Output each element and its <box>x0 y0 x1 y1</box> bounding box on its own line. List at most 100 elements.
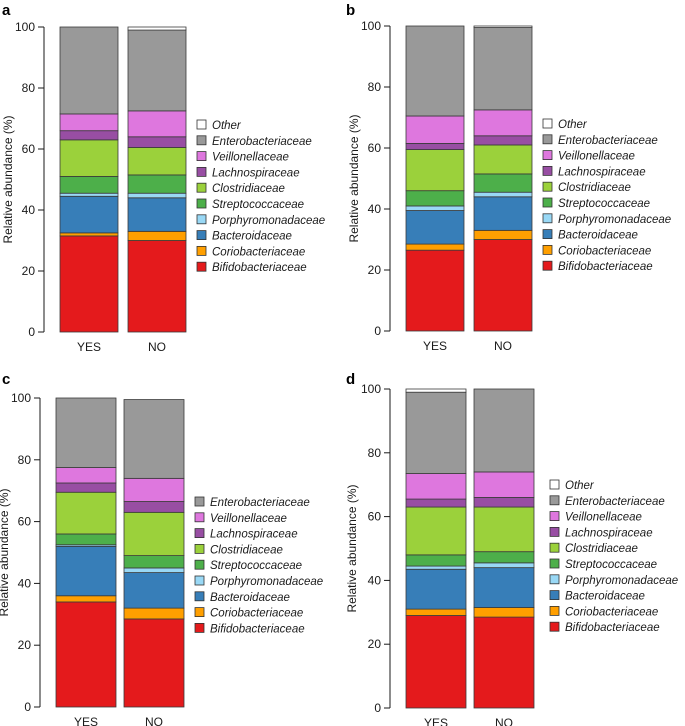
legend-label-coriobacteriaceae: Coriobacteriaceae <box>565 606 658 618</box>
legend-label-clostridiaceae: Clostridiaceae <box>565 543 638 555</box>
y-axis-label: Relative abundance (%) <box>1 115 15 243</box>
bar-segment-bacteroidaceae <box>405 210 465 245</box>
legend-label-other: Other <box>212 120 242 132</box>
legend-swatch-clostridiaceae <box>549 542 560 553</box>
legend-label-bacteroidaceae: Bacteroidaceae <box>558 230 638 242</box>
bar-segment-bacteroidaceae <box>59 195 119 234</box>
bar-segment-other <box>473 25 533 28</box>
panel-d: d 0 20 40 60 80 100 Relative abundance (%) YES NO… <box>345 371 678 726</box>
bar-segment-porphyromonadaceae <box>127 192 187 199</box>
bar-no <box>473 388 535 709</box>
legend-label-lachnospiraceae: Lachnospiraceae <box>212 167 300 179</box>
legend: Other Enterobacteriaceae Veillonellaceae La… <box>196 119 325 274</box>
bar-segment-lachnospiraceae <box>55 482 117 493</box>
bar-segment-bifidobacteriaceae <box>473 616 535 709</box>
bar-yes <box>405 25 465 332</box>
bar-segment-bifidobacteriaceae <box>473 239 533 332</box>
x-category-label: NO <box>145 715 163 726</box>
bar-segment-porphyromonadaceae <box>123 567 185 573</box>
legend-label-other: Other <box>565 480 595 492</box>
y-tick-label: 0 <box>374 324 381 338</box>
bar-segment-bifidobacteriaceae <box>405 249 465 332</box>
bar-segment-enterobacteriaceae <box>473 27 533 111</box>
legend-swatch-bacteroidaceae <box>196 230 207 241</box>
legend-label-coriobacteriaceae: Coriobacteriaceae <box>210 608 303 620</box>
bar-no <box>123 399 185 708</box>
x-category-label: NO <box>148 340 166 354</box>
bar-segment-coriobacteriaceae <box>405 243 465 251</box>
y-tick-label: 60 <box>22 142 36 156</box>
legend-swatch-bifidobacteriaceae <box>542 260 553 271</box>
y-tick-label: 40 <box>368 573 382 587</box>
legend-swatch-coriobacteriaceae <box>549 606 560 616</box>
y-tick-label: 0 <box>28 325 35 339</box>
legend-label-veillonellaceae: Veillonellaceae <box>212 152 289 164</box>
legend-label-streptococcaceae: Streptococcaceae <box>212 199 304 211</box>
legend-swatch-coriobacteriaceae <box>542 244 553 255</box>
y-tick-label: 100 <box>15 20 35 34</box>
legend-swatch-veillonellaceae <box>549 511 560 522</box>
legend-label-enterobacteriaceae: Enterobacteriaceae <box>212 136 312 148</box>
legend-swatch-veillonellaceae <box>196 151 207 162</box>
legend-swatch-other <box>542 118 553 129</box>
legend-label-enterobacteriaceae: Enterobacteriaceae <box>210 497 310 509</box>
legend-swatch-clostridiaceae <box>196 182 207 193</box>
legend-label-bifidobacteriaceae: Bifidobacteriaceae <box>565 622 660 634</box>
y-tick-label: 80 <box>368 446 382 460</box>
bar-segment-bifidobacteriaceae <box>127 240 187 333</box>
bar-segment-lachnospiraceae <box>59 130 119 141</box>
legend-label-bacteroidaceae: Bacteroidaceae <box>212 231 292 243</box>
bar-segment-veillonellaceae <box>473 471 535 498</box>
bar-segment-lachnospiraceae <box>473 135 533 146</box>
legend-swatch-porphyromonadaceae <box>549 574 560 585</box>
y-tick-label: 100 <box>11 391 31 405</box>
x-category-label: YES <box>424 716 448 726</box>
legend-label-enterobacteriaceae: Enterobacteriaceae <box>565 496 665 508</box>
legend-swatch-clostridiaceae <box>194 544 205 554</box>
x-category-label: YES <box>423 339 447 353</box>
legend-swatch-streptococcaceae <box>196 198 207 209</box>
legend-label-veillonellaceae: Veillonellaceae <box>210 513 287 525</box>
legend-label-porphyromonadaceae: Porphyromonadaceae <box>558 214 671 226</box>
y-tick-label: 60 <box>368 141 382 155</box>
y-axis-label: Relative abundance (%) <box>0 488 11 616</box>
bar-segment-lachnospiraceae <box>473 497 535 508</box>
bar-segment-streptococcaceae <box>473 551 535 564</box>
bar-segment-streptococcaceae <box>59 176 119 194</box>
bar-segment-clostridiaceae <box>59 139 119 177</box>
legend-label-bifidobacteriaceae: Bifidobacteriaceae <box>212 262 307 274</box>
panel-label: d <box>346 371 355 388</box>
legend-swatch-bacteroidaceae <box>542 229 553 240</box>
y-tick-label: 40 <box>368 202 382 216</box>
legend-swatch-streptococcaceae <box>549 558 560 569</box>
bar-segment-bifidobacteriaceae <box>405 615 467 709</box>
bar-segment-coriobacteriaceae <box>55 595 117 603</box>
legend-label-bacteroidaceae: Bacteroidaceae <box>210 592 290 604</box>
legend: Other Enterobacteriaceae Veillonellaceae La… <box>542 118 671 273</box>
legend-swatch-porphyromonadaceae <box>196 214 207 225</box>
x-category-label: YES <box>77 340 101 354</box>
y-tick-label: 100 <box>361 382 381 396</box>
y-tick-label: 20 <box>368 263 382 277</box>
bar-segment-enterobacteriaceae <box>473 388 535 473</box>
legend-swatch-coriobacteriaceae <box>196 245 207 256</box>
legend-swatch-enterobacteriaceae <box>542 134 553 145</box>
bar-segment-streptococcaceae <box>473 173 533 193</box>
bar-segment-veillonellaceae <box>59 113 119 132</box>
legend-label-bifidobacteriaceae: Bifidobacteriaceae <box>558 261 653 273</box>
bar-segment-bacteroidaceae <box>127 197 187 232</box>
legend-swatch-lachnospiraceae <box>194 528 205 538</box>
legend-label-porphyromonadaceae: Porphyromonadaceae <box>210 576 323 588</box>
legend-label-clostridiaceae: Clostridiaceae <box>212 183 285 195</box>
bar-segment-enterobacteriaceae <box>127 29 187 112</box>
bar-segment-veillonellaceae <box>405 115 465 144</box>
bar-segment-bacteroidaceae <box>473 567 535 608</box>
bar-segment-other <box>127 26 187 31</box>
legend-label-streptococcaceae: Streptococcaceae <box>210 560 302 572</box>
y-tick-label: 20 <box>18 638 32 652</box>
bar-segment-lachnospiraceae <box>123 501 185 513</box>
legend-label-streptococcaceae: Streptococcaceae <box>565 559 657 571</box>
x-category-label: NO <box>495 716 513 726</box>
legend-label-streptococcaceae: Streptococcaceae <box>558 198 650 210</box>
bar-segment-veillonellaceae <box>127 110 187 138</box>
